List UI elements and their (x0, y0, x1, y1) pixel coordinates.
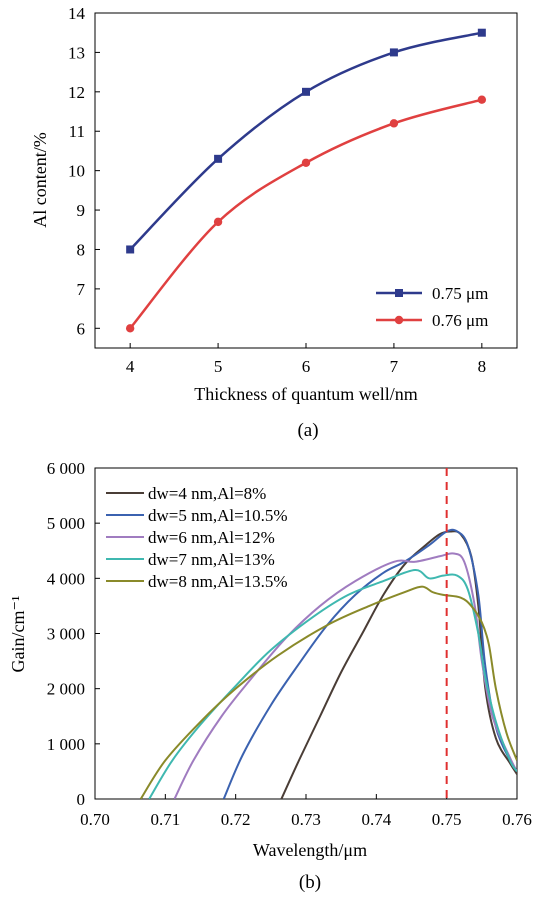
chart-a-point (126, 245, 135, 254)
chart-b-legend-label: dw=4 nm,Al=8% (148, 484, 266, 503)
chart-b-legend: dw=4 nm,Al=8% dw=5 nm,Al=10.5% dw=6 nm,Al=… (106, 484, 288, 591)
chart-a-ticks: 4 5 6 7 8 6 7 8 9 10 11 12 13 14 (68, 4, 486, 376)
chart-b-xtick-label: 0.76 (502, 810, 532, 829)
chart-b-xtick-label: 0.72 (221, 810, 251, 829)
chart-a-xtick-label: 4 (126, 357, 135, 376)
chart-a-ytick-label: 13 (68, 43, 85, 62)
chart-b-series-line (139, 585, 517, 799)
legend-a-label-1: 0.76 μm (432, 311, 488, 330)
chart-a-xtick-label: 6 (302, 357, 311, 376)
chart-b-ylabel: Gain/cm⁻¹ (8, 596, 28, 673)
chart-a-point (477, 28, 486, 37)
chart-b-xtick-label: 0.73 (291, 810, 321, 829)
chart-b-legend-label: dw=7 nm,Al=13% (148, 550, 275, 569)
chart-a-ytick-label: 8 (77, 240, 86, 259)
chart-a-ytick-label: 12 (68, 83, 85, 102)
chart-a: 4 5 6 7 8 6 7 8 9 10 11 12 13 14 Thickness of quantum… (30, 4, 518, 441)
chart-b-xtick-label: 0.70 (80, 810, 110, 829)
chart-b-caption: (b) (299, 872, 321, 893)
chart-a-ytick-label: 14 (68, 4, 86, 23)
chart-b-series (139, 528, 517, 799)
legend-a-marker-0 (395, 289, 403, 297)
chart-a-xtick-label: 5 (214, 357, 223, 376)
chart-b-xtick-label: 0.74 (361, 810, 391, 829)
chart-a-series (125, 28, 487, 333)
chart-a-ylabel: Al content/% (30, 132, 50, 227)
chart-b-series-line (222, 528, 517, 799)
chart-a-point (301, 158, 311, 167)
chart-b-legend-label: dw=6 nm,Al=12% (148, 528, 275, 547)
chart-a-point (213, 217, 223, 227)
chart-a-ytick-label: 10 (68, 162, 85, 181)
chart-b-ytick-label: 2 000 (47, 680, 85, 699)
chart-b-series-line (148, 569, 517, 799)
chart-a-point (125, 324, 135, 333)
legend-a-marker-1 (394, 315, 404, 325)
chart-b-legend-label: dw=8 nm,Al=13.5% (148, 572, 288, 591)
chart-b: 0.70 0.71 0.72 0.73 0.74 0.75 0.76 0 1 000 2 000 3… (8, 459, 532, 893)
legend-a-label-0: 0.75 μm (432, 284, 488, 303)
chart-b-xlabel: Wavelength/μm (253, 840, 367, 860)
chart-a-point (389, 119, 399, 128)
chart-a-ytick-label: 9 (77, 201, 86, 220)
chart-b-series-line (280, 530, 517, 799)
chart-b-ytick-label: 3 000 (47, 625, 85, 644)
chart-b-ticks: 0.70 0.71 0.72 0.73 0.74 0.75 0.76 0 1 000 2 000 3… (47, 459, 532, 829)
chart-b-ytick-label: 1 000 (47, 735, 85, 754)
chart-b-xtick-label: 0.75 (432, 810, 462, 829)
chart-b-ytick-label: 6 000 (47, 459, 85, 478)
chart-a-ytick-label: 11 (69, 122, 85, 141)
chart-a-series-line (129, 31, 483, 251)
chart-a-legend: 0.75 μm 0.76 μm (376, 284, 488, 330)
chart-b-legend-label: dw=5 nm,Al=10.5% (148, 506, 288, 525)
chart-a-caption: (a) (297, 420, 318, 441)
chart-a-ytick-label: 6 (77, 319, 86, 338)
chart-b-ytick-label: 5 000 (47, 514, 85, 533)
chart-a-xlabel: Thickness of quantum well/nm (194, 384, 417, 404)
chart-a-ytick-label: 7 (77, 280, 86, 299)
chart-a-point (302, 87, 310, 96)
chart-a-xtick-label: 8 (478, 357, 487, 376)
chart-b-ytick-label: 0 (77, 790, 86, 809)
chart-a-xtick-label: 7 (390, 357, 399, 376)
chart-b-xtick-label: 0.71 (150, 810, 180, 829)
chart-b-ytick-label: 4 000 (47, 569, 85, 588)
chart-a-point (389, 48, 398, 57)
chart-a-series-line (129, 98, 483, 330)
chart-a-point (477, 95, 487, 104)
chart-a-point (214, 154, 223, 163)
